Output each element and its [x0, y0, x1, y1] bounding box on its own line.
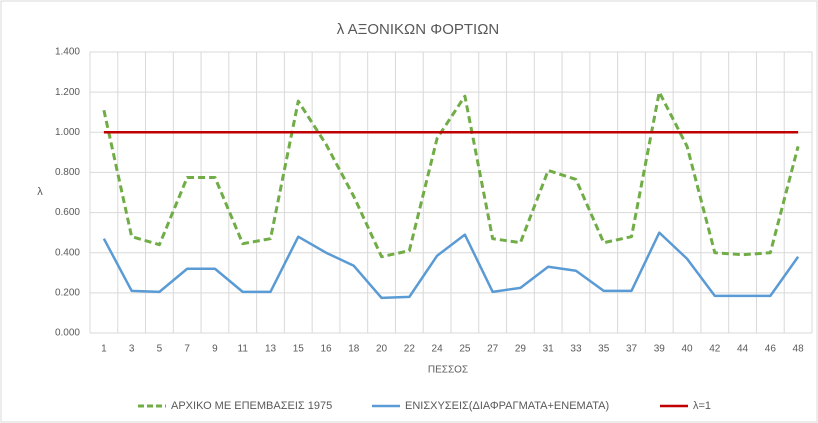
x-tick-label: 13 [265, 344, 277, 355]
y-tick-label: 0.800 [55, 167, 80, 178]
y-tick-label: 0.400 [55, 247, 80, 258]
x-tick-label: 35 [598, 344, 610, 355]
x-tick-label: 40 [681, 344, 693, 355]
x-tick-label: 16 [320, 344, 332, 355]
x-tick-label: 20 [376, 344, 388, 355]
x-tick-label: 31 [543, 344, 555, 355]
x-tick-label: 27 [487, 344, 499, 355]
legend-label: λ=1 [693, 400, 711, 412]
x-tick-label: 44 [737, 344, 749, 355]
x-axis-label: ΠΕΣΣΟΣ [428, 365, 468, 376]
x-tick-label: 24 [432, 344, 444, 355]
legend-label: ΑΡΧΙΚΟ ΜΕ ΕΠΕΜΒΑΣΕΙΣ 1975 [171, 400, 332, 412]
x-tick-label: 3 [129, 344, 135, 355]
x-tick-label: 18 [348, 344, 360, 355]
x-tick-label: 22 [404, 344, 416, 355]
series-line [102, 231, 800, 300]
x-tick-label: 15 [293, 344, 305, 355]
chart-title: λ ΑΞΟΝΙΚΩΝ ΦΟΡΤΙΩΝ [337, 21, 500, 38]
x-tick-label: 9 [212, 344, 218, 355]
y-axis-label: λ [37, 186, 43, 198]
y-tick-label: 1.200 [55, 87, 80, 98]
x-tick-label: 5 [157, 344, 163, 355]
x-tick-label: 39 [654, 344, 666, 355]
y-tick-label: 0.200 [55, 287, 80, 298]
x-tick-label: 7 [184, 344, 190, 355]
y-tick-label: 1.000 [55, 127, 80, 138]
x-tick-label: 25 [459, 344, 471, 355]
series-line [102, 90, 800, 259]
y-tick-label: 0.600 [55, 207, 80, 218]
y-tick-label: 0.000 [55, 328, 80, 339]
legend-label: ΕΝΙΣΧΥΣΕΙΣ(ΔΙΑΦΡΑΓΜΑΤΑ+ΕΝΕΜΑΤΑ) [405, 400, 609, 412]
x-tick-label: 46 [765, 344, 777, 355]
x-tick-label: 29 [515, 344, 527, 355]
x-tick-label: 33 [570, 344, 582, 355]
x-tick-label: 48 [793, 344, 805, 355]
x-tick-label: 1 [101, 344, 107, 355]
y-tick-label: 1.400 [55, 47, 80, 58]
x-tick-label: 11 [238, 344, 249, 355]
x-tick-label: 42 [709, 344, 721, 355]
x-tick-label: 37 [626, 344, 638, 355]
